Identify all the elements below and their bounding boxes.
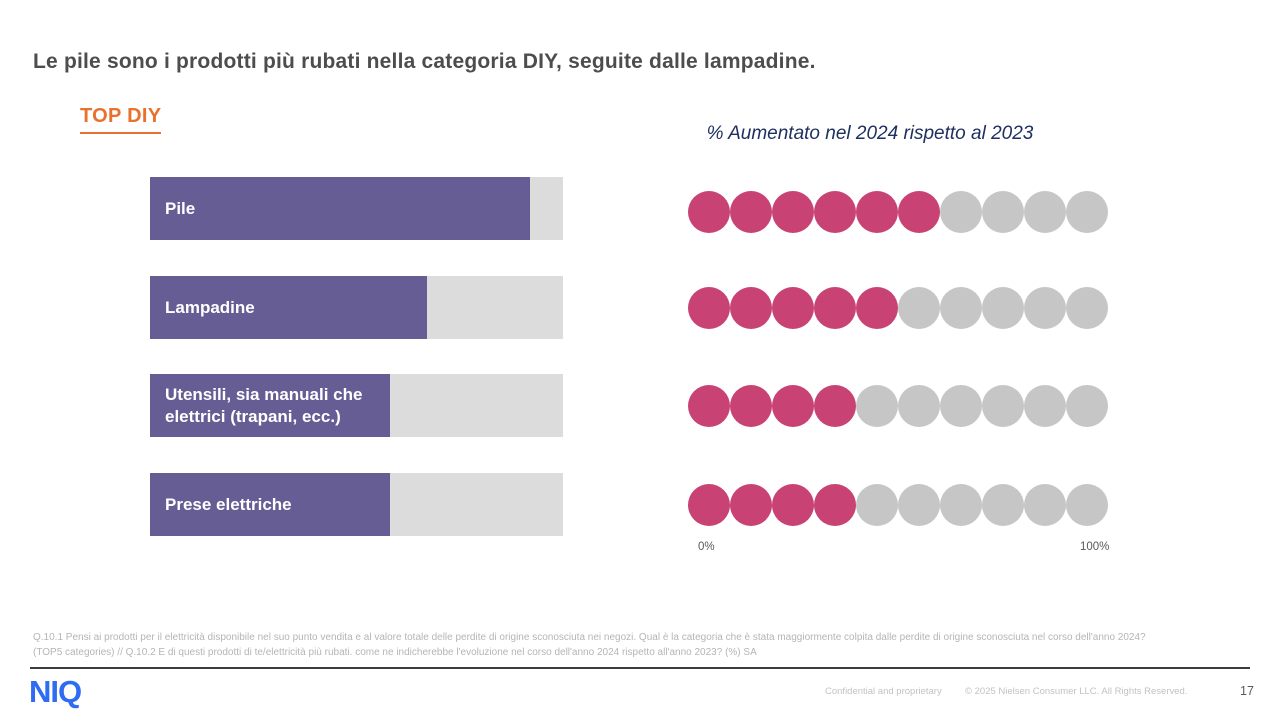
footer-confidential: Confidential and proprietary xyxy=(825,686,942,697)
category-bar-label: Pile xyxy=(165,198,196,218)
footnote-line-2: (TOP5 categories) // Q.10.2 E di questi … xyxy=(33,646,757,658)
dot-filled xyxy=(856,287,898,329)
dot-row xyxy=(688,287,1108,329)
dot-empty xyxy=(1066,484,1108,526)
dot-empty xyxy=(940,385,982,427)
dot-filled xyxy=(772,484,814,526)
footnote: Q.10.1 Pensi ai prodotti per il elettric… xyxy=(33,631,1253,660)
dot-empty xyxy=(940,191,982,233)
dot-filled xyxy=(772,191,814,233)
niq-logo: NIQ xyxy=(29,674,82,709)
dot-filled xyxy=(688,191,730,233)
category-bar-label: Prese elettriche xyxy=(165,494,292,514)
dot-empty xyxy=(1024,385,1066,427)
axis-min-label: 0% xyxy=(698,541,715,553)
dot-filled xyxy=(814,385,856,427)
category-bar-fill: Pile xyxy=(150,177,530,240)
top-diy-link[interactable]: TOP DIY xyxy=(80,105,162,134)
dot-empty xyxy=(982,484,1024,526)
dot-filled xyxy=(772,385,814,427)
dot-row xyxy=(688,385,1108,427)
category-bar-fill: Prese elettriche xyxy=(150,473,390,536)
category-bar-fill: Lampadine xyxy=(150,276,427,339)
dot-empty xyxy=(982,191,1024,233)
category-bar-label: Utensili, sia manuali che elettrici (tra… xyxy=(165,385,363,426)
slide-title: Le pile sono i prodotti più rubati nella… xyxy=(33,50,816,73)
footnote-line-1: Q.10.1 Pensi ai prodotti per il elettric… xyxy=(33,632,1146,643)
dot-filled xyxy=(814,484,856,526)
category-bar-fill: Utensili, sia manuali che elettrici (tra… xyxy=(150,374,390,437)
dot-row xyxy=(688,484,1108,526)
dot-empty xyxy=(982,287,1024,329)
dot-empty xyxy=(1066,191,1108,233)
dot-filled xyxy=(688,484,730,526)
dot-empty xyxy=(898,385,940,427)
dot-filled xyxy=(730,385,772,427)
category-bar-row: Utensili, sia manuali che elettrici (tra… xyxy=(150,374,563,437)
dot-empty xyxy=(898,287,940,329)
dot-filled xyxy=(856,191,898,233)
dot-empty xyxy=(1024,191,1066,233)
dot-empty xyxy=(1024,484,1066,526)
footer-copyright: © 2025 Nielsen Consumer LLC. All Rights … xyxy=(965,686,1188,697)
dot-empty xyxy=(982,385,1024,427)
axis-max-label: 100% xyxy=(1080,541,1110,553)
dot-filled xyxy=(730,287,772,329)
dot-empty xyxy=(1066,287,1108,329)
page-number: 17 xyxy=(1240,684,1254,698)
dot-chart-header: % Aumentato nel 2024 rispetto al 2023 xyxy=(706,123,1034,144)
dot-empty xyxy=(1066,385,1108,427)
dot-empty xyxy=(1024,287,1066,329)
dot-filled xyxy=(814,287,856,329)
dot-empty xyxy=(898,484,940,526)
dot-empty xyxy=(940,484,982,526)
category-bar-row: Lampadine xyxy=(150,276,563,339)
category-bar-row: Prese elettriche xyxy=(150,473,563,536)
category-bar-row: Pile xyxy=(150,177,563,240)
dot-filled xyxy=(772,287,814,329)
category-bar-label: Lampadine xyxy=(165,297,255,317)
dot-empty xyxy=(856,385,898,427)
dot-filled xyxy=(814,191,856,233)
footer-divider xyxy=(30,667,1250,669)
dot-filled xyxy=(730,484,772,526)
dot-filled xyxy=(688,287,730,329)
dot-empty xyxy=(940,287,982,329)
dot-empty xyxy=(856,484,898,526)
dot-filled xyxy=(730,191,772,233)
dot-filled xyxy=(898,191,940,233)
dot-filled xyxy=(688,385,730,427)
dot-row xyxy=(688,191,1108,233)
